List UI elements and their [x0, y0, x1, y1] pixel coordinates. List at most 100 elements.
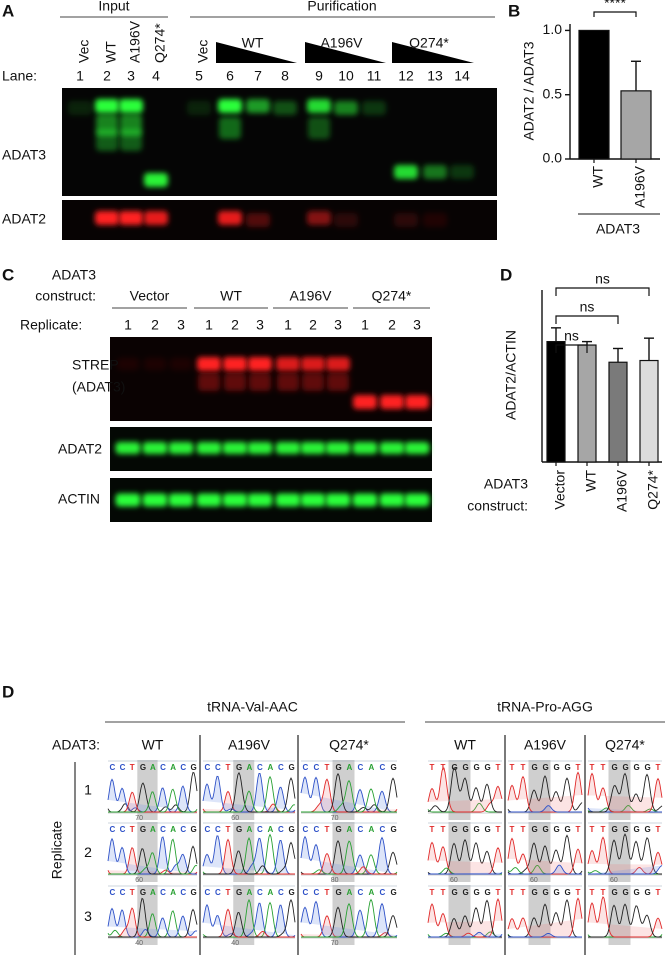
base: C — [257, 888, 263, 897]
base: T — [325, 763, 330, 772]
trace-tick: 80 — [331, 877, 339, 884]
base: A — [369, 763, 375, 772]
base: T — [226, 763, 231, 772]
band — [379, 442, 405, 454]
base: G — [391, 888, 397, 897]
base: T — [656, 825, 661, 834]
lane-name: WT — [103, 41, 119, 63]
base: A — [150, 888, 156, 897]
base: A — [170, 888, 176, 897]
base: A — [268, 763, 274, 772]
comparison-label: **** — [604, 0, 626, 11]
trace — [301, 852, 397, 875]
blot-label: ADAT3 — [2, 147, 46, 163]
band — [404, 493, 430, 507]
base: G — [336, 763, 342, 772]
base: T — [601, 888, 606, 897]
base: C — [257, 763, 263, 772]
base: A — [347, 763, 353, 772]
band — [218, 211, 242, 225]
y-axis-label: ADAT2/ACTIN — [503, 330, 519, 420]
base: G — [645, 763, 651, 772]
band — [96, 114, 118, 136]
base: G — [532, 825, 538, 834]
x-tick-label: A196V — [632, 165, 648, 208]
trace-tick: 70 — [331, 815, 339, 822]
base: C — [215, 888, 221, 897]
construct-title: ADAT3 — [52, 267, 96, 283]
band — [275, 493, 301, 507]
trace — [508, 932, 582, 938]
base: A — [150, 763, 156, 772]
trace — [108, 788, 198, 813]
band — [142, 493, 168, 507]
base: A — [268, 825, 274, 834]
lane-number: 11 — [367, 68, 382, 84]
lane-name: A196V — [127, 20, 143, 63]
trace — [587, 772, 663, 813]
base: G — [289, 825, 295, 834]
replicate-number: 1 — [284, 317, 292, 333]
band — [308, 117, 330, 139]
base: C — [314, 825, 320, 834]
band — [218, 99, 242, 113]
band — [119, 99, 143, 113]
replicate-number: 1 — [124, 317, 132, 333]
bar — [577, 344, 597, 463]
lane-number: 12 — [398, 68, 414, 84]
base: T — [226, 888, 231, 897]
band — [423, 213, 447, 227]
base: T — [521, 888, 526, 897]
base: G — [191, 825, 197, 834]
base: A — [170, 763, 176, 772]
band — [300, 493, 326, 507]
base: T — [510, 888, 515, 897]
base: C — [160, 888, 166, 897]
lane-number: 9 — [315, 68, 323, 84]
base: G — [623, 825, 629, 834]
trace — [428, 931, 503, 938]
blot-label: ADAT2 — [58, 441, 102, 457]
band — [302, 373, 324, 391]
base: G — [543, 763, 549, 772]
base: T — [130, 888, 135, 897]
band — [326, 357, 350, 371]
trace — [507, 834, 583, 875]
base: C — [120, 763, 126, 772]
construct-label: WT — [142, 737, 164, 753]
lane-name: Vec — [195, 40, 211, 63]
panel-letter: C — [2, 265, 14, 284]
base: T — [590, 888, 595, 897]
base: C — [358, 825, 364, 834]
trace — [508, 805, 582, 813]
replicate-number: 2 — [309, 317, 317, 333]
base: G — [623, 763, 629, 772]
replicate-title: Replicate: — [20, 317, 82, 333]
base: A — [369, 888, 375, 897]
trace-tick: 60 — [135, 877, 143, 884]
base: C — [205, 763, 211, 772]
replicate-title: Replicate — [49, 821, 65, 880]
base: C — [303, 888, 309, 897]
band — [144, 211, 168, 225]
lane-number: 13 — [427, 68, 443, 84]
base: C — [358, 763, 364, 772]
band — [248, 357, 272, 371]
base: G — [463, 888, 469, 897]
trace — [588, 903, 662, 938]
blot-label: ADAT2 — [2, 211, 46, 227]
trace-tick: 60 — [610, 877, 618, 884]
base: G — [336, 888, 342, 897]
trace — [108, 838, 198, 875]
base: C — [180, 825, 186, 834]
section-label: Input — [98, 0, 129, 14]
section-label: Purification — [307, 0, 376, 14]
band — [198, 373, 220, 391]
band — [95, 211, 119, 225]
